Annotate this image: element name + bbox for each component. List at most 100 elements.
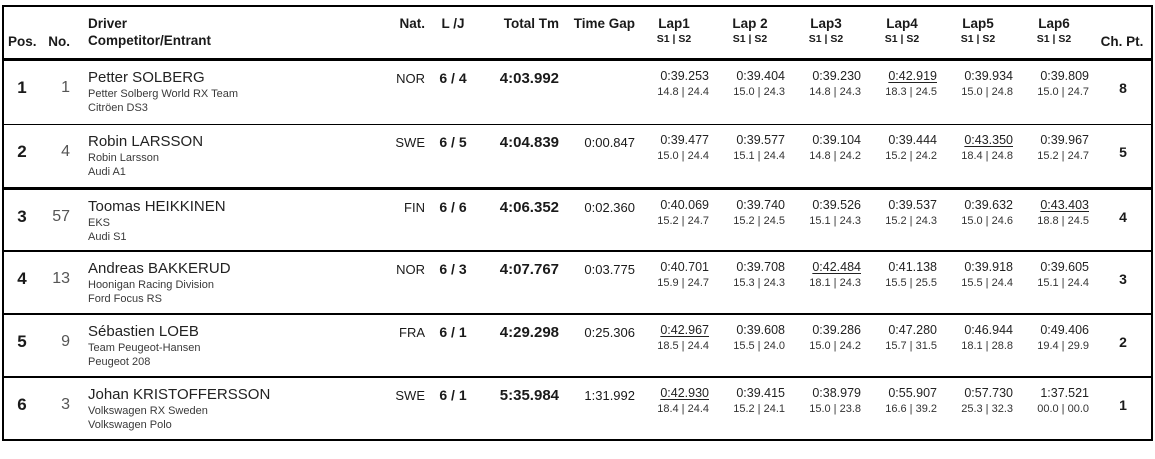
lap6-sector-times: 15.1 | 24.4: [1037, 277, 1089, 289]
header-lap4-label: Lap4: [886, 16, 918, 31]
lap5-time: 0:43.350: [964, 133, 1013, 147]
lap6-time: 0:39.967: [1040, 133, 1089, 147]
table-row: 1 1 Petter SOLBERG Petter Solberg World …: [4, 61, 1151, 124]
header-lap3: Lap3 S1 | S2: [791, 7, 867, 46]
driver-block: Robin LARSSON Robin Larsson Audi A1: [76, 132, 385, 179]
lap5-time: 0:39.632: [964, 198, 1013, 212]
lap6-time: 1:37.521: [1040, 386, 1089, 400]
competitor-entrant-name: Volkswagen RX Sweden: [88, 405, 208, 417]
lap6-cell: 0:39.809 15.0 | 24.7: [1019, 68, 1095, 100]
lap5-sector-times: 15.0 | 24.8: [961, 86, 1013, 98]
lap5-sector-times: 18.4 | 24.8: [961, 150, 1013, 162]
lap5-time: 0:39.918: [964, 260, 1013, 274]
header-driver-line2: Competitor/Entrant: [88, 33, 211, 48]
header-lap2: Lap 2 S1 | S2: [715, 7, 791, 46]
lap2-time: 0:39.708: [736, 260, 785, 274]
position-value: 5: [17, 332, 27, 351]
lap1-time: 0:42.930: [660, 386, 709, 400]
lap4-time: 0:39.444: [888, 133, 937, 147]
nationality-value: FIN: [404, 200, 425, 215]
lap2-sector-times: 15.3 | 24.3: [733, 277, 785, 289]
laps-joker-value: 6 / 4: [439, 70, 467, 86]
lap5-time: 0:39.934: [964, 69, 1013, 83]
header-lap1: Lap1 S1 | S2: [639, 7, 715, 46]
lap6-sector-times: 18.8 | 24.5: [1037, 215, 1089, 227]
lap3-cell: 0:42.484 18.1 | 24.3: [791, 259, 867, 291]
lap5-sector-times: 15.0 | 24.6: [961, 215, 1013, 227]
championship-points-value: 4: [1119, 209, 1127, 225]
header-driver-competitor: Driver Competitor/Entrant: [76, 7, 385, 49]
lap2-sector-times: 15.0 | 24.3: [733, 86, 785, 98]
lap4-sector-times: 16.6 | 39.2: [885, 403, 937, 415]
header-lap1-sectors: S1 | S2: [656, 33, 692, 45]
car-model: Audi S1: [88, 231, 127, 243]
lap4-sector-times: 15.7 | 31.5: [885, 340, 937, 352]
nationality-value: SWE: [395, 388, 425, 403]
driver-name: Robin LARSSON: [88, 133, 204, 150]
lap5-cell: 0:57.730 25.3 | 32.3: [943, 385, 1019, 417]
lap2-cell: 0:39.415 15.2 | 24.1: [715, 385, 791, 417]
position-value: 1: [17, 78, 27, 97]
lap2-time: 0:39.740: [736, 198, 785, 212]
lap1-sector-times: 18.5 | 24.4: [657, 340, 709, 352]
car-model: Peugeot 208: [88, 356, 151, 368]
lap3-time: 0:39.104: [812, 133, 861, 147]
lap4-cell: 0:47.280 15.7 | 31.5: [867, 322, 943, 354]
driver-block: Andreas BAKKERUD Hoonigan Racing Divisio…: [76, 259, 385, 306]
lap4-cell: 0:39.537 15.2 | 24.3: [867, 197, 943, 229]
time-gap-value: 0:00.847: [584, 135, 635, 150]
lap3-time: 0:38.979: [812, 386, 861, 400]
header-lap4-sectors: S1 | S2: [884, 33, 920, 45]
nationality-value: NOR: [396, 262, 425, 277]
lap4-cell: 0:41.138 15.5 | 25.5: [867, 259, 943, 291]
lap6-time: 0:43.403: [1040, 198, 1089, 212]
lap3-time: 0:42.484: [812, 260, 861, 274]
lap1-sector-times: 15.9 | 24.7: [657, 277, 709, 289]
lap6-cell: 0:39.605 15.1 | 24.4: [1019, 259, 1095, 291]
lap4-time: 0:55.907: [888, 386, 937, 400]
competitor-entrant-name: Petter Solberg World RX Team: [88, 88, 238, 100]
car-model: Ford Focus RS: [88, 293, 162, 305]
lap2-sector-times: 15.5 | 24.0: [733, 340, 785, 352]
lap2-time: 0:39.577: [736, 133, 785, 147]
header-lap1-label: Lap1: [658, 16, 690, 31]
lap2-cell: 0:39.740 15.2 | 24.5: [715, 197, 791, 229]
lap2-time: 0:39.404: [736, 69, 785, 83]
lap3-sector-times: 18.1 | 24.3: [809, 277, 861, 289]
championship-points-value: 2: [1119, 334, 1127, 350]
lap4-cell: 0:42.919 18.3 | 24.5: [867, 68, 943, 100]
lap5-cell: 0:46.944 18.1 | 28.8: [943, 322, 1019, 354]
lap6-time: 0:39.605: [1040, 260, 1089, 274]
car-model: Citröen DS3: [88, 102, 148, 114]
lap3-sector-times: 15.1 | 24.3: [809, 215, 861, 227]
lap2-cell: 0:39.577 15.1 | 24.4: [715, 132, 791, 164]
header-lap2-label: Lap 2: [732, 16, 768, 31]
position-value: 6: [17, 395, 27, 414]
competitor-entrant-name: EKS: [88, 217, 111, 229]
competitor-entrant-name: Team Peugeot-Hansen: [88, 342, 201, 354]
lap6-sector-times: 00.0 | 00.0: [1037, 403, 1089, 415]
header-lap6-sectors: S1 | S2: [1036, 33, 1072, 45]
championship-points-value: 8: [1119, 80, 1127, 96]
lap4-sector-times: 18.3 | 24.5: [885, 86, 937, 98]
header-lap3-sectors: S1 | S2: [808, 33, 844, 45]
lap6-time: 0:39.809: [1040, 69, 1089, 83]
lap1-cell: 0:39.253 14.8 | 24.4: [639, 68, 715, 100]
lap2-time: 0:39.608: [736, 323, 785, 337]
header-nationality: Nat.: [399, 16, 425, 31]
header-position: Pos.: [8, 34, 37, 49]
total-time-value: 4:04.839: [499, 134, 559, 151]
lap5-sector-times: 15.5 | 24.4: [961, 277, 1013, 289]
lap6-sector-times: 19.4 | 29.9: [1037, 340, 1089, 352]
car-number-value: 3: [61, 396, 70, 413]
lap1-cell: 0:40.069 15.2 | 24.7: [639, 197, 715, 229]
lap4-sector-times: 15.5 | 25.5: [885, 277, 937, 289]
time-gap-value: 0:03.775: [584, 262, 635, 277]
position-value: 4: [17, 269, 27, 288]
lap1-time: 0:39.477: [660, 133, 709, 147]
laps-joker-value: 6 / 5: [439, 134, 467, 150]
header-car-number: No.: [48, 34, 70, 49]
lap1-cell: 0:42.930 18.4 | 24.4: [639, 385, 715, 417]
lap4-cell: 0:39.444 15.2 | 24.2: [867, 132, 943, 164]
championship-points-value: 5: [1119, 144, 1127, 160]
